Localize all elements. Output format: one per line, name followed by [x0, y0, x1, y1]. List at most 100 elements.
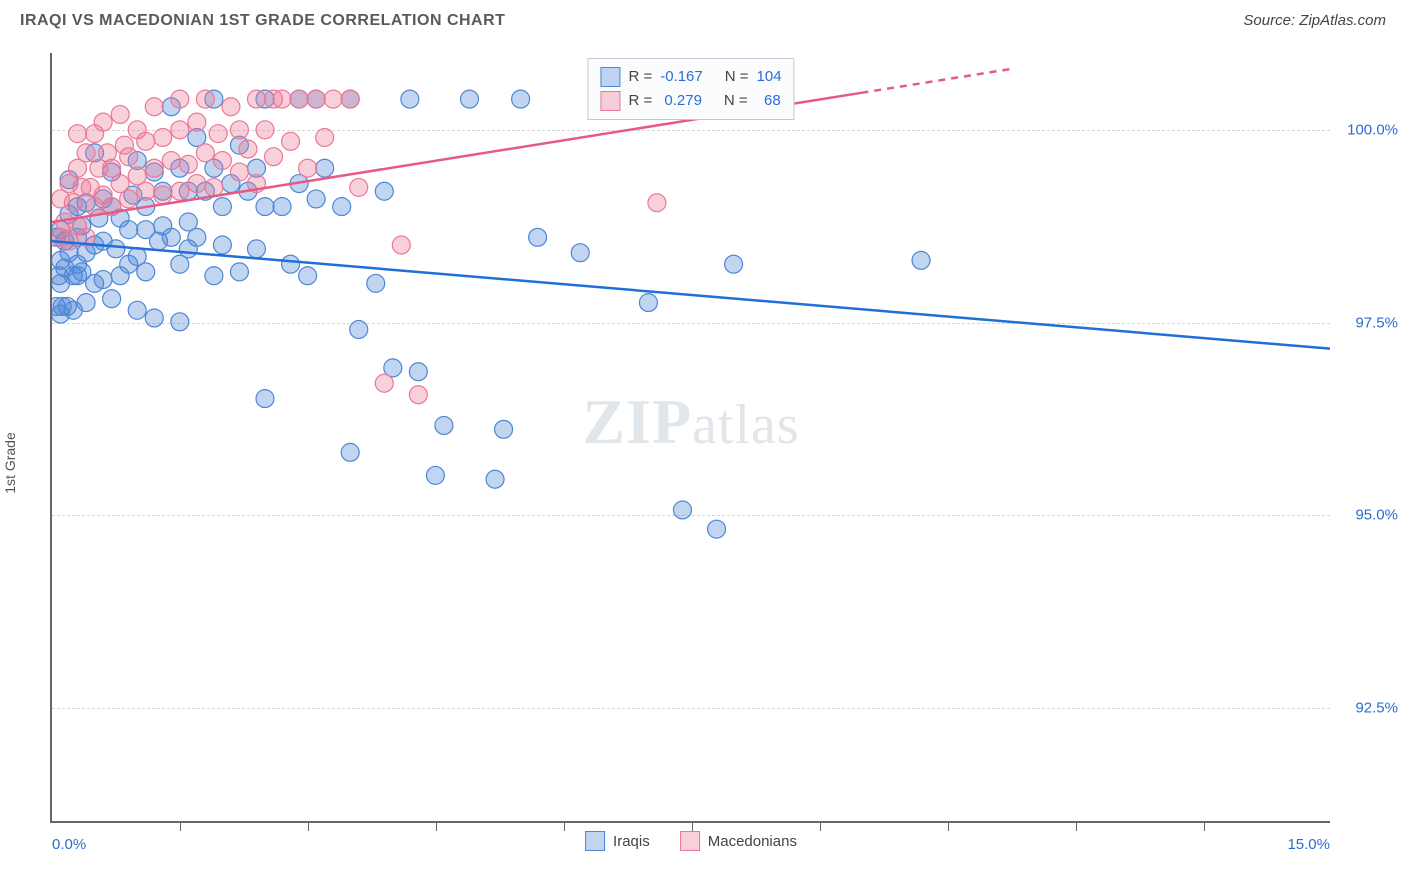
x-tick	[1076, 821, 1077, 831]
scatter-point	[324, 90, 342, 108]
r-value-macedonians: 0.279	[660, 89, 702, 113]
scatter-point	[94, 113, 112, 131]
x-tick	[180, 821, 181, 831]
legend-label-macedonians: Macedonians	[708, 833, 797, 850]
scatter-point	[128, 301, 146, 319]
scatter-point	[247, 240, 265, 258]
legend-swatch-macedonians	[600, 91, 620, 111]
r-label: R =	[628, 89, 652, 113]
scatter-point	[145, 98, 163, 116]
legend-row-iraqis: R = -0.167 N = 104	[600, 65, 781, 89]
trendline	[52, 241, 1330, 349]
r-label: R =	[628, 65, 652, 89]
scatter-point	[316, 129, 334, 147]
series-legend: Iraqis Macedonians	[585, 831, 797, 851]
scatter-point	[375, 374, 393, 392]
scatter-point	[239, 140, 257, 158]
scatter-point	[409, 386, 427, 404]
x-tick	[1204, 821, 1205, 831]
scatter-point	[69, 125, 87, 143]
scatter-point	[205, 178, 223, 196]
n-label: N =	[724, 89, 748, 113]
scatter-point	[77, 144, 95, 162]
x-axis-min-label: 0.0%	[52, 836, 86, 853]
correlation-legend-box: R = -0.167 N = 104 R = 0.279 N = 68	[587, 58, 794, 120]
scatter-point	[316, 159, 334, 177]
scatter-point	[171, 121, 189, 139]
scatter-point	[256, 121, 274, 139]
y-tick-label: 95.0%	[1355, 507, 1398, 524]
chart-source: Source: ZipAtlas.com	[1243, 12, 1386, 29]
scatter-point	[209, 125, 227, 143]
scatter-point	[282, 132, 300, 150]
scatter-point	[299, 267, 317, 285]
scatter-point	[145, 309, 163, 327]
scatter-point	[162, 152, 180, 170]
scatter-point	[230, 163, 248, 181]
scatter-point	[222, 98, 240, 116]
scatter-point	[460, 90, 478, 108]
n-label: N =	[725, 65, 749, 89]
x-tick	[564, 821, 565, 831]
scatter-point	[179, 155, 197, 173]
scatter-point	[375, 182, 393, 200]
scatter-point	[512, 90, 530, 108]
scatter-point	[213, 152, 231, 170]
scatter-point	[188, 113, 206, 131]
scatter-point	[282, 255, 300, 273]
scatter-point	[247, 90, 265, 108]
scatter-point	[486, 470, 504, 488]
x-tick	[308, 821, 309, 831]
plot-area: ZIPatlas R = -0.167 N = 104 R = 0.279 N …	[50, 53, 1330, 823]
scatter-point	[392, 236, 410, 254]
scatter-point	[725, 255, 743, 273]
x-tick	[948, 821, 949, 831]
scatter-point	[188, 175, 206, 193]
legend-item-iraqis: Iraqis	[585, 831, 650, 851]
scatter-point	[350, 178, 368, 196]
x-tick	[820, 821, 821, 831]
n-value-macedonians: 68	[756, 89, 781, 113]
legend-label-iraqis: Iraqis	[613, 833, 650, 850]
scatter-point	[409, 363, 427, 381]
scatter-point	[273, 198, 291, 216]
scatter-point	[213, 198, 231, 216]
scatter-point	[120, 221, 138, 239]
scatter-point	[230, 263, 248, 281]
chart-header: IRAQI VS MACEDONIAN 1ST GRADE CORRELATIO…	[0, 0, 1406, 38]
x-axis-max-label: 15.0%	[1287, 836, 1330, 853]
y-axis-label: 1st Grade	[2, 432, 18, 493]
y-tick-label: 97.5%	[1355, 314, 1398, 331]
y-tick-label: 92.5%	[1355, 699, 1398, 716]
scatter-point	[307, 90, 325, 108]
scatter-point	[154, 186, 172, 204]
scatter-point	[273, 90, 291, 108]
scatter-point	[171, 182, 189, 200]
legend-swatch-iraqis	[600, 67, 620, 87]
scatter-point	[120, 148, 138, 166]
x-tick	[692, 821, 693, 831]
scatter-point	[137, 263, 155, 281]
scatter-point	[107, 240, 125, 258]
y-tick-label: 100.0%	[1347, 122, 1398, 139]
scatter-point	[639, 294, 657, 312]
scatter-point	[341, 443, 359, 461]
scatter-point	[341, 90, 359, 108]
scatter-point	[145, 159, 163, 177]
scatter-point	[213, 236, 231, 254]
scatter-point	[299, 159, 317, 177]
scatter-point	[120, 190, 138, 208]
scatter-point	[205, 267, 223, 285]
scatter-point	[426, 466, 444, 484]
legend-swatch-macedonians-icon	[680, 831, 700, 851]
scatter-point	[103, 290, 121, 308]
scatter-point	[435, 417, 453, 435]
scatter-point	[171, 90, 189, 108]
scatter-point	[162, 228, 180, 246]
scatter-point	[265, 148, 283, 166]
scatter-point	[137, 182, 155, 200]
scatter-point	[230, 121, 248, 139]
scatter-point	[708, 520, 726, 538]
scatter-point	[673, 501, 691, 519]
scatter-point	[495, 420, 513, 438]
